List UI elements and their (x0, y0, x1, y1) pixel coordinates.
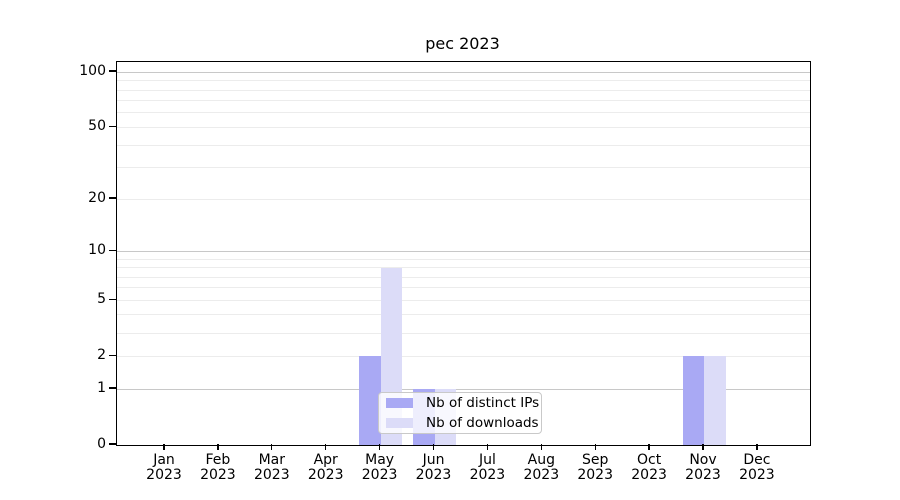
legend-swatch-downloads (386, 418, 413, 428)
y-tick-label-1: 1 (97, 380, 106, 396)
bar-distinct-ips-nov (682, 356, 704, 445)
y-tick-label-100: 100 (79, 63, 106, 80)
y-tick-label-20: 20 (88, 190, 106, 207)
y-tick-mark-0 (109, 443, 116, 445)
y-tick-label-5: 5 (97, 291, 106, 308)
y-tick-label-2: 2 (97, 347, 106, 364)
gridline-y-7 (117, 276, 810, 278)
x-tick-label-nov: Nov 2023 (685, 452, 721, 483)
legend-swatch-distinct-ips (386, 398, 413, 408)
y-tick-mark-5 (109, 298, 116, 300)
gridline-y-100 (117, 71, 810, 73)
x-tick-mark-feb (217, 444, 219, 450)
x-tick-label-mar: Mar 2023 (253, 452, 290, 483)
x-tick-mark-apr (325, 444, 327, 450)
gridline-y-20 (117, 198, 810, 200)
legend-item-downloads: Nb of downloads (386, 415, 539, 431)
x-tick-mark-aug (540, 444, 542, 450)
y-tick-mark-50 (109, 125, 116, 128)
x-tick-label-apr: Apr 2023 (307, 452, 344, 483)
x-tick-label-jul: Jul 2023 (469, 452, 506, 483)
gridline-y-10 (117, 250, 810, 252)
x-tick-mark-dec (756, 444, 758, 450)
gridline-y-6 (117, 287, 810, 289)
x-tick-mark-nov (702, 444, 704, 450)
gridline-y-60 (117, 112, 810, 114)
gridline-y-8 (117, 267, 810, 268)
x-tick-label-may: May 2023 (361, 452, 398, 483)
legend: Nb of distinct IPs Nb of downloads (378, 392, 542, 434)
gridline-y-5 (117, 299, 810, 301)
x-tick-mark-sep (594, 444, 596, 450)
legend-label-downloads: Nb of downloads (426, 415, 539, 431)
x-tick-mark-oct (648, 444, 650, 450)
gridline-y-9 (117, 258, 810, 260)
gridline-y-3 (117, 332, 810, 334)
y-tick-label-10: 10 (88, 242, 106, 259)
gridline-y-50 (117, 126, 810, 128)
x-tick-mark-may (378, 444, 381, 450)
x-tick-label-dec: Dec 2023 (739, 452, 775, 483)
x-tick-mark-jul (486, 444, 489, 450)
x-tick-mark-mar (271, 444, 273, 450)
x-tick-label-jun: Jun 2023 (415, 452, 452, 483)
x-tick-label-feb: Feb 2023 (200, 452, 236, 483)
gridline-y-1 (117, 388, 810, 390)
gridline-y-4 (117, 314, 810, 316)
gridline-y-80 (117, 89, 810, 91)
gridline-y-2 (117, 355, 810, 357)
chart-title: pec 2023 (425, 34, 500, 53)
gridline-y-70 (117, 100, 810, 102)
y-tick-mark-20 (109, 197, 116, 199)
y-tick-mark-1 (109, 387, 116, 389)
legend-item-distinct-ips: Nb of distinct IPs (386, 395, 539, 411)
bar-distinct-ips-may (359, 356, 381, 445)
x-tick-mark-jan (163, 444, 165, 450)
plot-area (116, 61, 811, 446)
x-tick-label-aug: Aug 2023 (523, 452, 560, 483)
gridline-y-30 (117, 167, 810, 169)
bar-downloads-nov (704, 356, 726, 445)
y-tick-label-0: 0 (97, 436, 106, 452)
legend-label-distinct-ips: Nb of distinct IPs (426, 395, 540, 411)
x-tick-label-sep: Sep 2023 (577, 452, 613, 483)
y-tick-mark-10 (109, 249, 116, 251)
y-tick-mark-100 (109, 70, 116, 72)
y-tick-mark-2 (109, 354, 116, 356)
y-tick-label-50: 50 (88, 118, 106, 135)
x-tick-mark-jun (432, 444, 435, 450)
x-tick-label-oct: Oct 2023 (631, 452, 667, 483)
x-tick-label-jan: Jan 2023 (146, 452, 182, 483)
gridline-y-40 (117, 144, 810, 146)
gridline-y-90 (117, 80, 810, 82)
